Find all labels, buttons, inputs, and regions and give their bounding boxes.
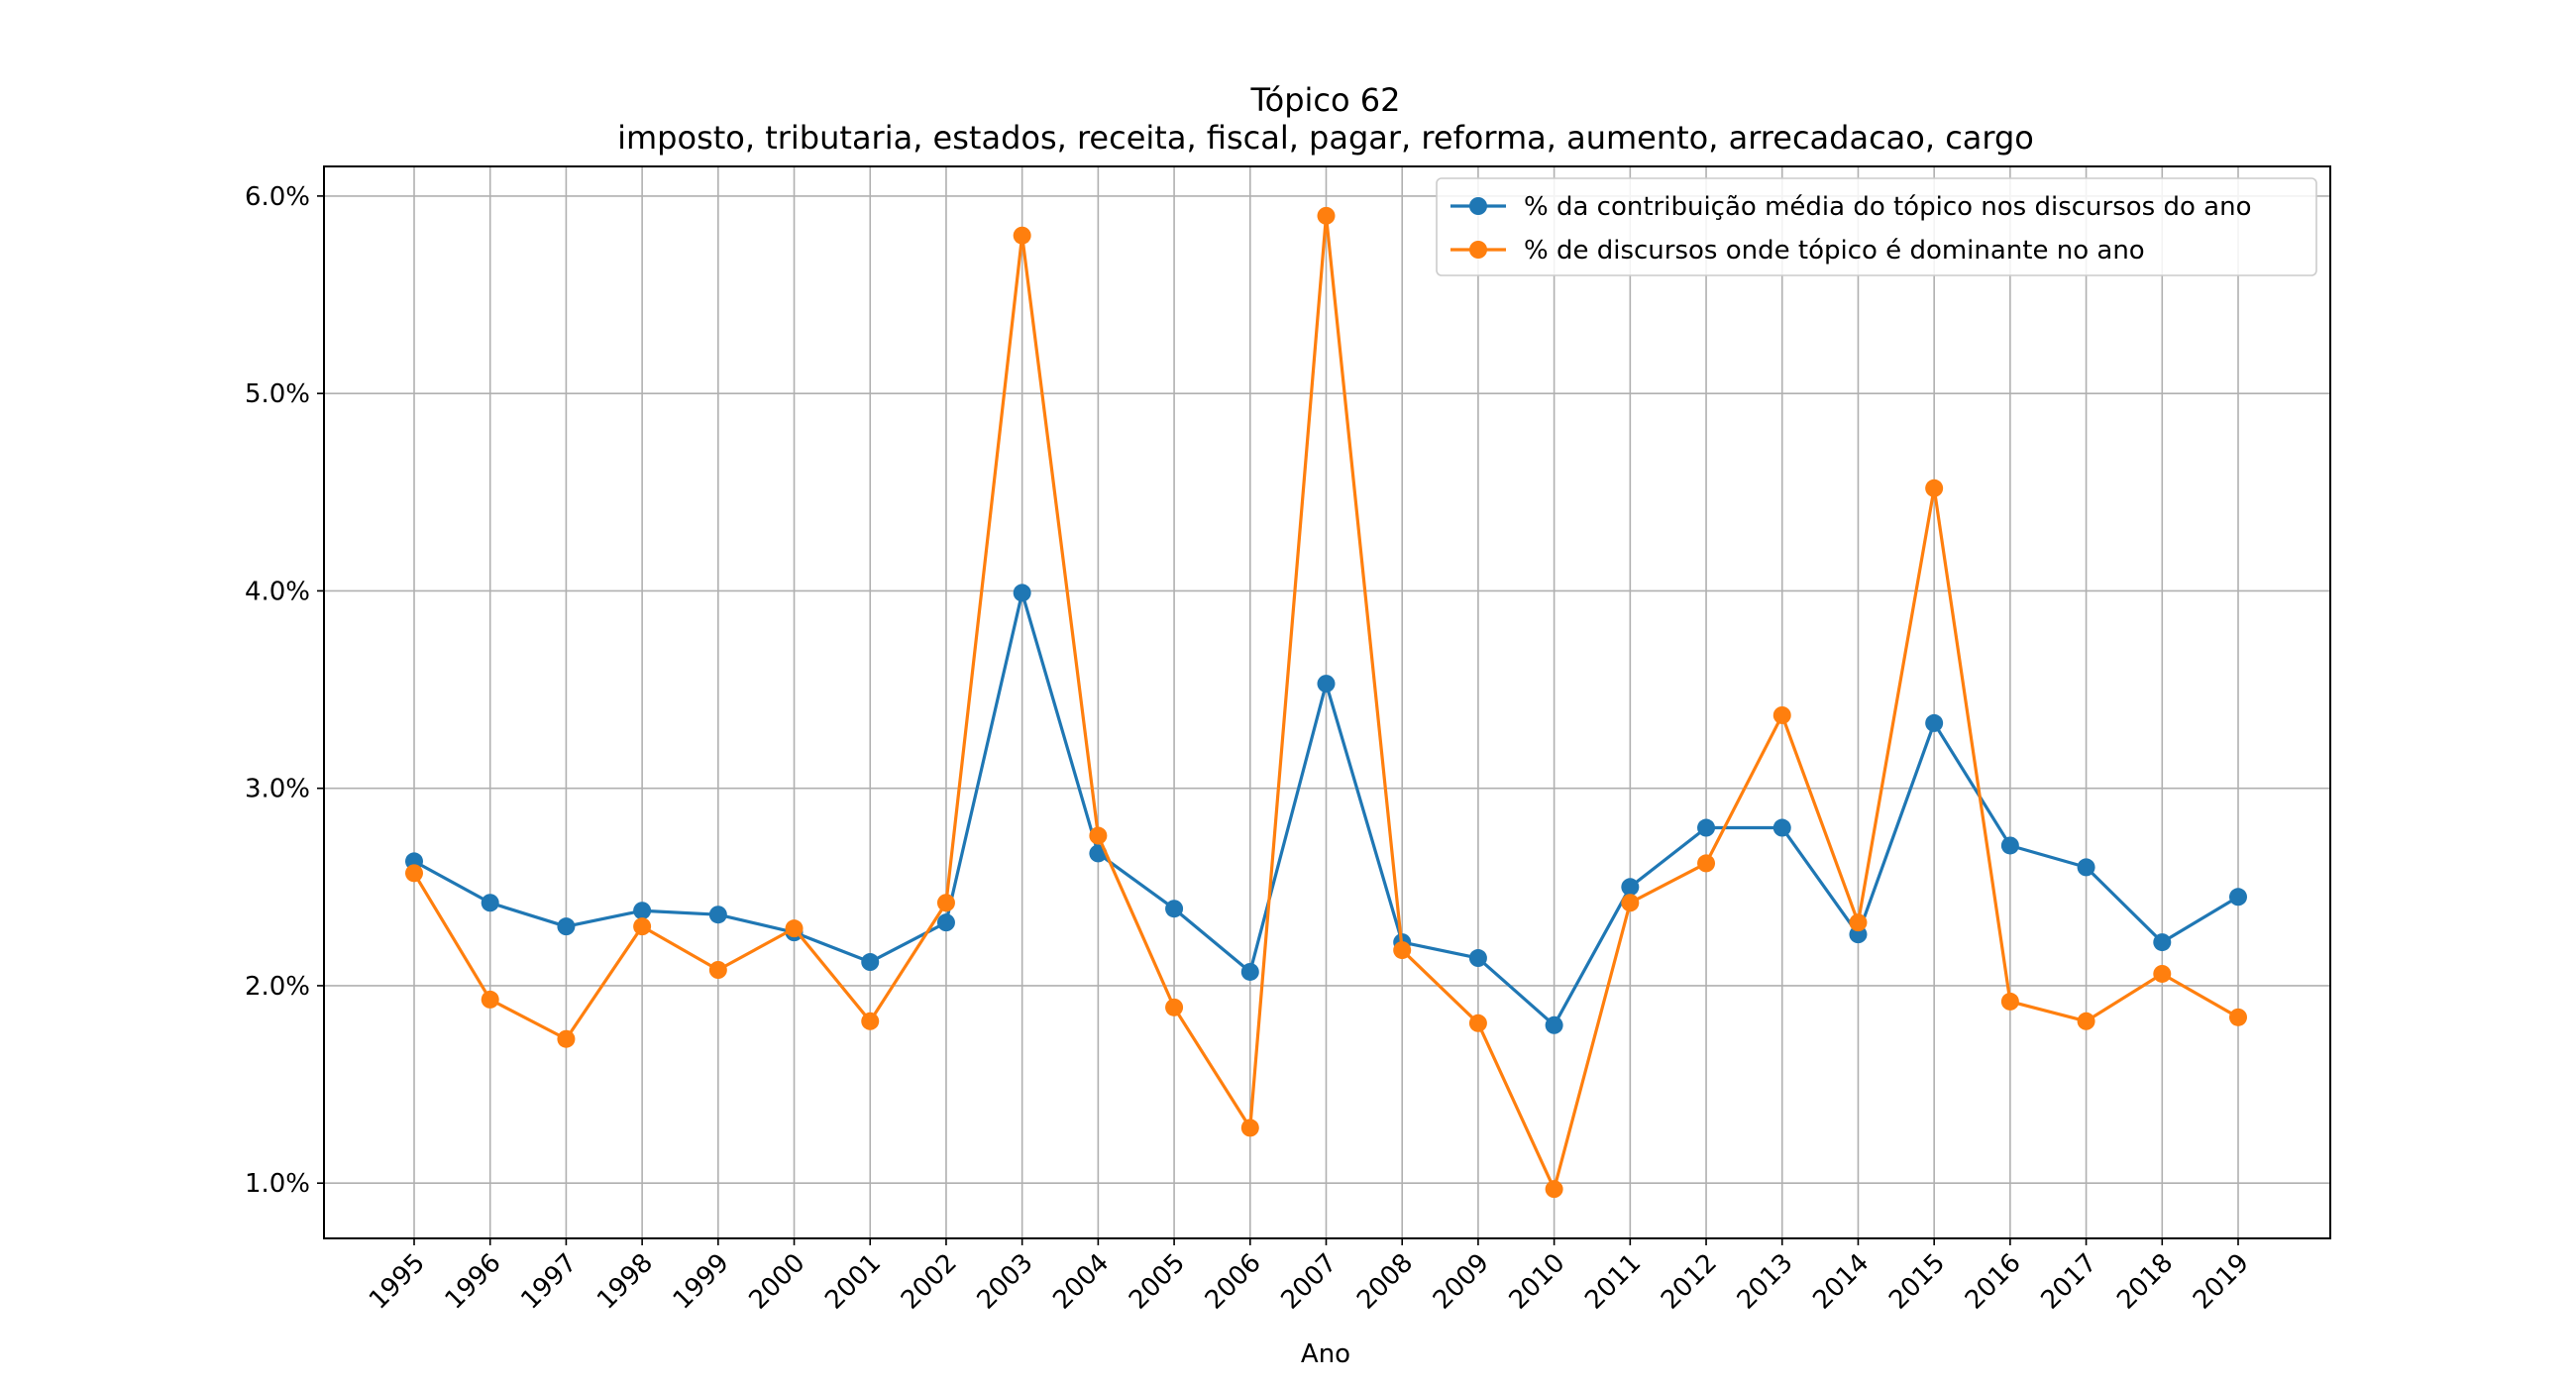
data-point: [1772, 705, 1791, 724]
data-point: [785, 919, 804, 938]
data-point: [557, 1029, 576, 1048]
data-point: [1013, 226, 1031, 245]
data-point: [1089, 826, 1108, 845]
y-tick-label: 2.0%: [245, 972, 310, 1002]
data-point: [1165, 900, 1184, 918]
y-tick-label: 5.0%: [245, 379, 310, 409]
data-point: [2153, 964, 2172, 983]
data-point: [1468, 1014, 1487, 1032]
data-point: [2077, 1012, 2095, 1030]
data-point: [2000, 836, 2019, 855]
data-point: [708, 906, 727, 924]
data-point: [708, 961, 727, 980]
data-point: [861, 1012, 880, 1030]
data-point: [405, 864, 423, 883]
x-axis-label: Ano: [1301, 1339, 1350, 1369]
data-point: [1772, 818, 1791, 837]
data-point: [1240, 1119, 1259, 1137]
y-tick-label: 1.0%: [245, 1169, 310, 1199]
legend: % da contribuição média do tópico nos di…: [1436, 177, 2317, 276]
data-point: [2077, 858, 2095, 877]
legend-marker: [1469, 241, 1487, 259]
legend-marker: [1469, 197, 1487, 215]
data-point: [2229, 888, 2247, 907]
series-1: [405, 584, 2247, 1034]
data-point: [1013, 584, 1031, 602]
series-group: [405, 206, 2247, 1199]
plot-frame: [323, 165, 2331, 1239]
data-point: [1317, 206, 1336, 225]
legend-box: [1436, 177, 2317, 276]
data-point: [2153, 933, 2172, 952]
y-tick-label: 3.0%: [245, 775, 310, 804]
data-point: [557, 917, 576, 936]
data-point: [1165, 998, 1184, 1016]
data-point: [1545, 1180, 1563, 1199]
data-point: [1317, 675, 1336, 694]
grid: [324, 166, 2330, 1238]
data-point: [633, 902, 652, 920]
data-point: [1925, 479, 1944, 497]
data-point: [2229, 1008, 2247, 1026]
series-2: [405, 206, 2247, 1199]
data-point: [1697, 854, 1716, 873]
data-point: [861, 953, 880, 972]
data-point: [1697, 818, 1716, 837]
data-point: [1849, 913, 1868, 932]
data-point: [633, 917, 652, 936]
legend-label: % da contribuição média do tópico nos di…: [1524, 192, 2251, 222]
data-point: [481, 894, 499, 912]
legend-label: % de discursos onde tópico é dominante n…: [1524, 236, 2145, 266]
y-tick-label: 4.0%: [245, 577, 310, 606]
data-point: [1621, 878, 1640, 897]
data-point: [1468, 949, 1487, 968]
data-point: [1925, 713, 1944, 732]
chart-subtitle: imposto, tributaria, estados, receita, f…: [617, 119, 2034, 157]
data-point: [1545, 1015, 1563, 1034]
data-point: [2000, 992, 2019, 1011]
data-point: [1240, 962, 1259, 981]
data-point: [1621, 894, 1640, 912]
data-point: [481, 990, 499, 1009]
data-point: [936, 894, 955, 912]
y-tick-label: 6.0%: [245, 182, 310, 212]
chart-title: Tópico 62: [1250, 81, 1401, 119]
data-point: [936, 913, 955, 932]
data-point: [1393, 941, 1412, 960]
